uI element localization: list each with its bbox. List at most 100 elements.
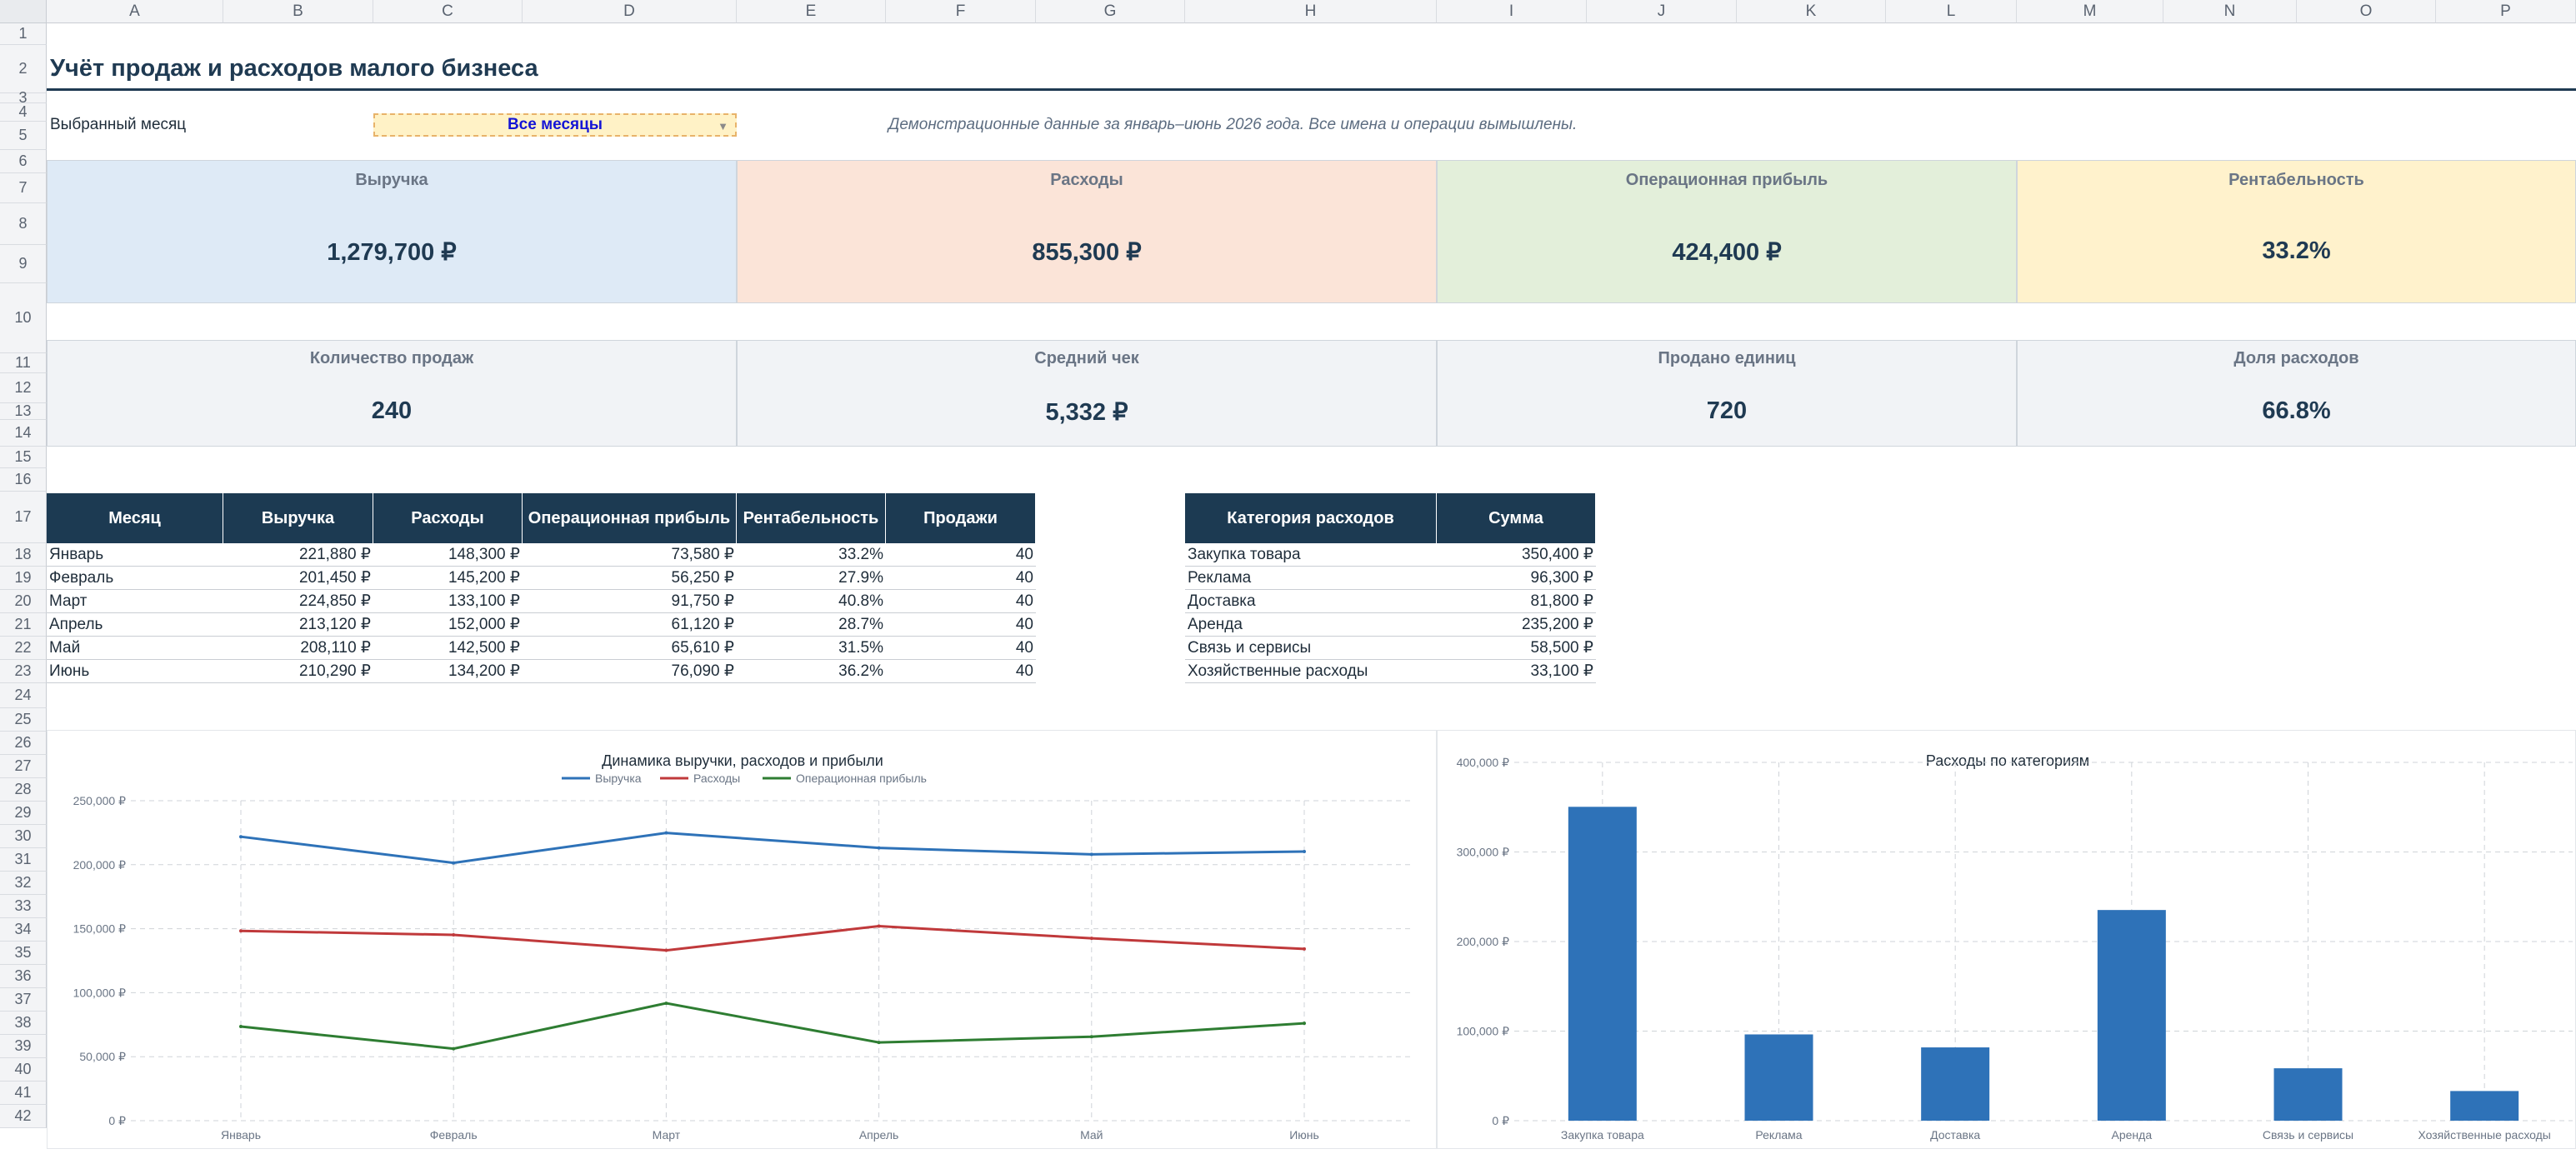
legend-label[interactable]: Расходы xyxy=(693,772,740,785)
monthly-table-cell[interactable]: 40 xyxy=(1015,616,1033,633)
column-header-d[interactable]: D xyxy=(523,0,737,23)
monthly-table-cell[interactable]: 40.8% xyxy=(838,592,883,610)
expense-table-cell[interactable]: 350,400 ₽ xyxy=(1521,546,1593,563)
data-point[interactable] xyxy=(239,1024,243,1028)
row-header-5[interactable]: 5 xyxy=(0,122,47,150)
bar[interactable] xyxy=(2450,1091,2519,1121)
row-header-31[interactable]: 31 xyxy=(0,848,47,872)
data-point[interactable] xyxy=(664,1002,668,1006)
row-header-16[interactable]: 16 xyxy=(0,468,47,492)
data-point[interactable] xyxy=(1303,849,1306,853)
row-header-12[interactable]: 12 xyxy=(0,373,47,403)
row-header-22[interactable]: 22 xyxy=(0,637,47,660)
data-point[interactable] xyxy=(1303,1022,1306,1026)
expense-table-header[interactable]: Категория расходов xyxy=(1185,493,1437,543)
data-point[interactable] xyxy=(877,924,881,928)
row-header-24[interactable]: 24 xyxy=(0,683,47,708)
row-header-29[interactable]: 29 xyxy=(0,802,47,825)
row-header-41[interactable]: 41 xyxy=(0,1082,47,1105)
monthly-table-header[interactable]: Операционная прибыль xyxy=(523,493,737,543)
column-header-b[interactable]: B xyxy=(223,0,373,23)
data-point[interactable] xyxy=(239,835,243,839)
column-header-k[interactable]: K xyxy=(1737,0,1886,23)
column-header-p[interactable]: P xyxy=(2436,0,2576,23)
expense-table-cell[interactable]: 235,200 ₽ xyxy=(1521,616,1593,633)
monthly-table-cell[interactable]: 208,110 ₽ xyxy=(300,639,371,657)
row-header-35[interactable]: 35 xyxy=(0,942,47,965)
row-header-32[interactable]: 32 xyxy=(0,872,47,895)
monthly-table-cell[interactable]: 65,610 ₽ xyxy=(671,639,734,657)
row-header-1[interactable]: 1 xyxy=(0,23,47,45)
data-point[interactable] xyxy=(452,861,456,865)
bar[interactable] xyxy=(2273,1068,2343,1121)
column-header-c[interactable]: C xyxy=(373,0,523,23)
row-header-13[interactable]: 13 xyxy=(0,402,47,420)
monthly-table-header[interactable]: Продажи xyxy=(886,493,1036,543)
data-point[interactable] xyxy=(239,929,243,933)
monthly-table-cell[interactable]: 33.2% xyxy=(838,546,883,563)
expense-table-cell[interactable]: Аренда xyxy=(1188,616,1243,633)
column-header-a[interactable]: A xyxy=(47,0,223,23)
row-header-34[interactable]: 34 xyxy=(0,918,47,942)
row-header-14[interactable]: 14 xyxy=(0,420,47,447)
expense-table-cell[interactable]: Хозяйственные расходы xyxy=(1188,662,1368,680)
row-header-26[interactable]: 26 xyxy=(0,732,47,755)
row-header-11[interactable]: 11 xyxy=(0,353,47,373)
data-point[interactable] xyxy=(1089,852,1093,857)
data-point[interactable] xyxy=(452,1047,456,1051)
monthly-table-header[interactable]: Месяц xyxy=(47,493,223,543)
row-header-23[interactable]: 23 xyxy=(0,660,47,683)
monthly-table-header[interactable]: Выручка xyxy=(223,493,373,543)
data-point[interactable] xyxy=(877,846,881,850)
row-header-27[interactable]: 27 xyxy=(0,755,47,778)
monthly-table-cell[interactable]: 73,580 ₽ xyxy=(671,546,734,563)
monthly-table-header[interactable]: Рентабельность xyxy=(737,493,886,543)
expense-table-cell[interactable]: 33,100 ₽ xyxy=(1530,662,1593,680)
column-header-l[interactable]: L xyxy=(1886,0,2017,23)
bar[interactable] xyxy=(1568,807,1637,1121)
row-header-28[interactable]: 28 xyxy=(0,778,47,802)
monthly-table-cell[interactable]: Март xyxy=(49,592,88,610)
data-point[interactable] xyxy=(664,831,668,835)
column-header-g[interactable]: G xyxy=(1036,0,1185,23)
chevron-down-icon[interactable]: ▼ xyxy=(718,120,728,132)
monthly-table-cell[interactable]: 40 xyxy=(1015,546,1033,563)
column-header-n[interactable]: N xyxy=(2163,0,2297,23)
data-point[interactable] xyxy=(877,1041,881,1045)
monthly-table-cell[interactable]: 201,450 ₽ xyxy=(298,569,371,587)
row-header-2[interactable]: 2 xyxy=(0,45,47,93)
row-header-30[interactable]: 30 xyxy=(0,825,47,848)
row-header-18[interactable]: 18 xyxy=(0,543,47,567)
data-point[interactable] xyxy=(1303,947,1306,951)
row-header-6[interactable]: 6 xyxy=(0,150,47,173)
row-header-17[interactable]: 17 xyxy=(0,492,47,543)
row-header-9[interactable]: 9 xyxy=(0,245,47,283)
series-line[interactable] xyxy=(240,1002,1305,1051)
monthly-table-cell[interactable]: 224,850 ₽ xyxy=(298,592,371,610)
monthly-table-cell[interactable]: 213,120 ₽ xyxy=(298,616,371,633)
monthly-table-cell[interactable]: 40 xyxy=(1015,569,1033,587)
monthly-table-cell[interactable]: 145,200 ₽ xyxy=(448,569,520,587)
expense-table-cell[interactable]: Связь и сервисы xyxy=(1188,639,1312,657)
monthly-table-cell[interactable]: Апрель xyxy=(49,616,103,633)
monthly-table-cell[interactable]: 27.9% xyxy=(838,569,883,587)
monthly-table-cell[interactable]: 134,200 ₽ xyxy=(448,662,520,680)
bar-chart[interactable]: Расходы по категориям 0 ₽ 100,000 ₽ 200,000… xyxy=(1437,730,2576,1149)
row-header-20[interactable]: 20 xyxy=(0,590,47,613)
monthly-table-cell[interactable]: 133,100 ₽ xyxy=(448,592,520,610)
column-header-e[interactable]: E xyxy=(737,0,886,23)
expense-table-cell[interactable]: 81,800 ₽ xyxy=(1530,592,1593,610)
row-header-8[interactable]: 8 xyxy=(0,203,47,245)
expense-table-cell[interactable]: 96,300 ₽ xyxy=(1530,569,1593,587)
row-header-10[interactable]: 10 xyxy=(0,283,47,353)
row-header-21[interactable]: 21 xyxy=(0,613,47,637)
row-header-33[interactable]: 33 xyxy=(0,895,47,918)
column-header-o[interactable]: O xyxy=(2297,0,2436,23)
row-header-7[interactable]: 7 xyxy=(0,173,47,203)
monthly-table-cell[interactable]: 40 xyxy=(1015,639,1033,657)
monthly-table-cell[interactable]: Май xyxy=(49,639,81,657)
expense-table-cell[interactable]: Реклама xyxy=(1188,569,1252,587)
monthly-table-cell[interactable]: 221,880 ₽ xyxy=(298,546,371,563)
monthly-table-cell[interactable]: 56,250 ₽ xyxy=(671,569,734,587)
row-header-36[interactable]: 36 xyxy=(0,965,47,988)
